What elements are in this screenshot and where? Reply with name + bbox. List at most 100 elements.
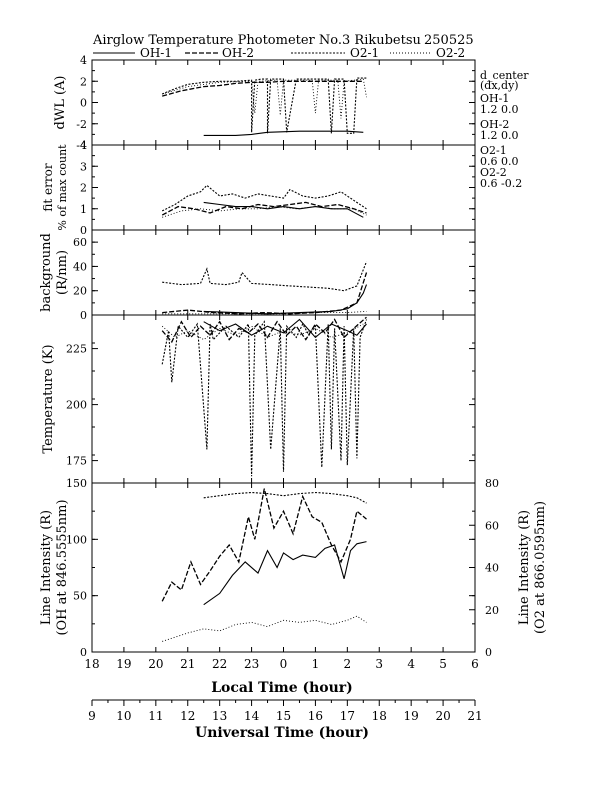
side-info-name-oh-2: OH-2 bbox=[480, 118, 509, 131]
xtick-universal-6: 15 bbox=[276, 709, 291, 723]
ytick-dwl-2: 0 bbox=[80, 97, 87, 110]
ytick-dwl-3: 2 bbox=[80, 75, 87, 88]
xtick-local-12: 6 bbox=[471, 657, 479, 671]
xtick-local-11: 5 bbox=[439, 657, 447, 671]
x-axis-label: Local Time (hour) bbox=[211, 680, 353, 696]
ytick-dwl-1: -2 bbox=[76, 118, 87, 131]
xtick-universal-7: 16 bbox=[308, 709, 323, 723]
side-info-values-oh-2: 1.2 0.0 bbox=[480, 129, 518, 142]
series-fit_error-oh-2 bbox=[161, 201, 367, 216]
side-info-name-o2-2: O2-2 bbox=[480, 166, 507, 179]
y2label-intensity: Line Intensity (R) bbox=[517, 510, 532, 625]
ytick-fit_error-3: 3 bbox=[80, 160, 87, 173]
side-info-name-o2-1: O2-1 bbox=[480, 144, 507, 157]
xtick-local-7: 1 bbox=[312, 657, 320, 671]
panel-temperature: 175 200 225 Temperature (K) bbox=[41, 314, 476, 484]
series-background-o2-1 bbox=[162, 261, 368, 292]
ytick-dwl-4: 4 bbox=[80, 54, 87, 67]
xtick-local-6: 0 bbox=[280, 657, 288, 671]
ytick-dwl-0: -4 bbox=[76, 139, 87, 152]
xtick-universal-12: 21 bbox=[467, 709, 482, 723]
y2tick-intensity-2: 40 bbox=[485, 562, 499, 575]
ytick-temperature-2: 225 bbox=[66, 343, 87, 356]
panel-frame-fit_error bbox=[91, 144, 476, 231]
xtick-universal-5: 14 bbox=[244, 709, 260, 723]
ytick-intensity-2: 100 bbox=[66, 533, 87, 546]
panel-dwl: -4 -2 0 2 4 dWL (A) bbox=[53, 54, 476, 152]
xtick-universal-4: 13 bbox=[212, 709, 227, 723]
series-dwl-o2-2 bbox=[162, 78, 367, 119]
series-fit_error-oh-1 bbox=[203, 201, 364, 218]
side-info-name-oh-1: OH-1 bbox=[480, 92, 509, 105]
ytick-intensity-1: 50 bbox=[73, 590, 87, 603]
xtick-local-9: 3 bbox=[375, 657, 383, 671]
xtick-universal-0: 9 bbox=[88, 709, 96, 723]
xtick-local-5: 23 bbox=[244, 657, 259, 671]
legend-label-oh-1: OH-1 bbox=[140, 46, 172, 60]
series-intensity-o2-2 bbox=[162, 615, 367, 642]
series-dwl-o2-1 bbox=[161, 77, 367, 134]
side-info-values-o2-2: 0.6 -0.2 bbox=[480, 177, 522, 190]
xtick-local-4: 22 bbox=[212, 657, 227, 671]
ylabel-dwl: dWL (A) bbox=[53, 76, 68, 130]
ytick-background-3: 60 bbox=[73, 236, 87, 249]
y2tick-intensity-1: 20 bbox=[485, 604, 499, 617]
ylabel-fit_error: fit error bbox=[41, 163, 55, 211]
panel-frame-intensity bbox=[91, 482, 476, 653]
ytick-background-0: 0 bbox=[80, 309, 87, 322]
xtick-local-2: 20 bbox=[148, 657, 163, 671]
xtick-universal-8: 17 bbox=[340, 709, 355, 723]
side-info-title: d_center bbox=[480, 69, 529, 82]
legend: OH-1 OH-2 O2-1 O2-2 bbox=[93, 46, 465, 60]
figure-title: Airglow Temperature Photometer No.3 Riku… bbox=[92, 33, 421, 48]
legend-label-oh-2: OH-2 bbox=[222, 46, 254, 60]
y2tick-intensity-0: 0 bbox=[485, 646, 492, 659]
ytick-fit_error-1: 1 bbox=[80, 203, 87, 216]
xtick-universal-3: 12 bbox=[180, 709, 195, 723]
ylabel-background: background bbox=[39, 233, 54, 312]
xtick-local-3: 21 bbox=[180, 657, 195, 671]
xtick-local-1: 19 bbox=[116, 657, 131, 671]
ytick-temperature-1: 200 bbox=[66, 399, 87, 412]
y2label2-intensity: (O2 at 866.0595nm) bbox=[533, 501, 548, 634]
ytick-fit_error-4: 4 bbox=[80, 139, 87, 152]
series-background-oh-2 bbox=[162, 272, 368, 315]
ytick-intensity-0: 0 bbox=[80, 646, 87, 659]
ytick-fit_error-0: 0 bbox=[80, 224, 87, 237]
ytick-fit_error-2: 2 bbox=[80, 182, 87, 195]
ytick-intensity-3: 150 bbox=[66, 477, 87, 490]
series-intensity-oh-2 bbox=[161, 488, 367, 602]
xtick-local-8: 2 bbox=[344, 657, 352, 671]
side-info-subtitle: (dx,dy) bbox=[480, 79, 519, 92]
panel-fit_error: 0 1 2 3 4 fit error% of max count bbox=[41, 139, 476, 237]
legend-label-o2-2: O2-2 bbox=[436, 46, 465, 60]
series-intensity-oh-1 bbox=[203, 541, 367, 606]
side-info: d_center (dx,dy) OH-11.2 0.0OH-21.2 0.0O… bbox=[480, 69, 529, 190]
xtick-universal-9: 18 bbox=[372, 709, 387, 723]
side-info-values-o2-1: 0.6 0.0 bbox=[480, 155, 518, 168]
xtick-universal-10: 19 bbox=[404, 709, 419, 723]
ytick-background-1: 20 bbox=[73, 285, 87, 298]
ytick-temperature-0: 175 bbox=[66, 455, 87, 468]
ylabel2-intensity: (OH at 846.5555nm) bbox=[55, 499, 70, 635]
series-fit_error-o2-2 bbox=[162, 206, 367, 218]
xtick-local-0: 18 bbox=[84, 657, 99, 671]
series-temperature-oh-1 bbox=[203, 318, 367, 339]
xtick-universal-11: 20 bbox=[435, 709, 450, 723]
legend-label-o2-1: O2-1 bbox=[350, 46, 379, 60]
y2tick-intensity-3: 60 bbox=[485, 519, 499, 532]
series-temperature-o2-1 bbox=[161, 319, 368, 477]
ylabel-temperature: Temperature (K) bbox=[41, 344, 56, 453]
series-fit_error-o2-1 bbox=[161, 184, 367, 212]
xtick-universal-2: 11 bbox=[148, 709, 163, 723]
xtick-local-10: 4 bbox=[407, 657, 415, 671]
ylabel-intensity: Line Intensity (R) bbox=[39, 510, 54, 625]
series-temperature-o2-2 bbox=[161, 323, 364, 341]
panel-frame-background bbox=[91, 229, 476, 316]
y2tick-intensity-4: 80 bbox=[485, 477, 499, 490]
ytick-background-2: 40 bbox=[73, 260, 87, 273]
series-background-oh-1 bbox=[203, 284, 368, 315]
